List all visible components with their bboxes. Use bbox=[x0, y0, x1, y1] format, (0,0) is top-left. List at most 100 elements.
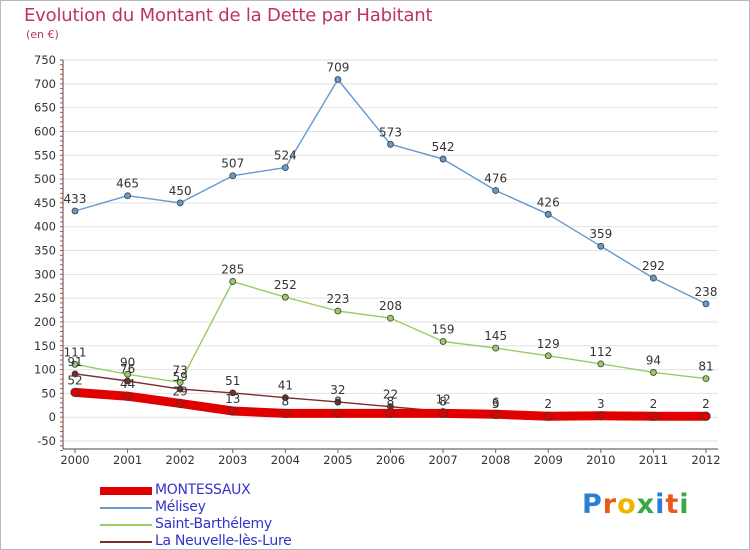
data-point-0 bbox=[438, 408, 448, 418]
legend-label-la-neuvelle: La Neuvelle-lès-Lure bbox=[155, 533, 292, 549]
data-label: 359 bbox=[589, 227, 612, 241]
data-point-1 bbox=[702, 300, 710, 308]
data-point-0 bbox=[228, 406, 238, 416]
data-point-1 bbox=[229, 172, 237, 180]
y-tick-label: 750 bbox=[34, 53, 56, 67]
data-label: 450 bbox=[169, 184, 192, 198]
data-point-1 bbox=[650, 274, 657, 282]
data-label: 129 bbox=[537, 337, 560, 351]
data-label: 238 bbox=[695, 285, 718, 299]
data-point-2 bbox=[597, 360, 605, 368]
data-point-2 bbox=[650, 369, 657, 376]
data-label: 3 bbox=[597, 397, 605, 411]
data-label: 41 bbox=[278, 379, 293, 393]
y-tick-label: 0 bbox=[49, 410, 56, 424]
logo-letter: x bbox=[636, 489, 656, 520]
data-point-1 bbox=[597, 242, 605, 250]
data-point-3 bbox=[281, 394, 289, 402]
data-label: 2 bbox=[702, 397, 710, 411]
data-label: 44 bbox=[120, 377, 135, 391]
y-tick-label: 400 bbox=[34, 220, 56, 234]
data-label: 573 bbox=[379, 125, 402, 139]
logo-letter: t bbox=[665, 489, 680, 520]
data-label: 223 bbox=[326, 292, 349, 306]
x-tick-label: 2004 bbox=[271, 453, 300, 467]
x-tick-label: 2012 bbox=[691, 453, 720, 467]
data-point-0 bbox=[596, 411, 606, 421]
data-point-1 bbox=[281, 164, 289, 172]
data-point-3 bbox=[229, 389, 237, 397]
x-tick-label: 2006 bbox=[376, 453, 405, 467]
data-point-0 bbox=[175, 398, 185, 408]
legend-swatch-montessaux bbox=[100, 487, 152, 495]
x-tick-label: 2008 bbox=[481, 453, 510, 467]
logo-letter: i bbox=[679, 489, 690, 520]
data-label: 476 bbox=[484, 171, 507, 185]
legend-label-melisey: Mélisey bbox=[155, 499, 206, 515]
data-label: 2 bbox=[650, 397, 658, 411]
legend-swatch-saint-barthelemy bbox=[100, 524, 152, 526]
data-label: 252 bbox=[274, 278, 297, 292]
legend-swatch-melisey bbox=[100, 507, 152, 509]
data-point-0 bbox=[70, 387, 80, 398]
data-point-1 bbox=[387, 140, 394, 148]
y-tick-label: 500 bbox=[34, 172, 56, 186]
data-label: 8 bbox=[334, 394, 342, 408]
data-point-3 bbox=[124, 377, 131, 385]
data-label: 32 bbox=[330, 383, 345, 397]
y-tick-label: 650 bbox=[34, 101, 56, 115]
data-point-2 bbox=[229, 278, 237, 285]
data-label: 3 bbox=[492, 397, 500, 411]
data-label: 94 bbox=[646, 353, 661, 367]
y-tick-label: 550 bbox=[34, 148, 56, 162]
x-tick-label: 2002 bbox=[166, 453, 195, 467]
logo-letter: i bbox=[655, 489, 666, 520]
data-label: 285 bbox=[221, 262, 244, 276]
data-point-0 bbox=[280, 408, 290, 418]
data-label: 709 bbox=[326, 61, 349, 75]
data-label: 524 bbox=[274, 149, 297, 163]
data-label: 208 bbox=[379, 299, 402, 313]
legend-label-saint-barthelemy: Saint-Barthélemy bbox=[155, 516, 272, 532]
data-point-2 bbox=[334, 307, 342, 315]
data-point-1 bbox=[176, 199, 184, 207]
data-label: 6 bbox=[492, 395, 500, 409]
data-label: 433 bbox=[64, 192, 87, 206]
data-point-2 bbox=[124, 370, 131, 378]
legend-label-montessaux: MONTESSAUX bbox=[155, 482, 251, 498]
data-point-2 bbox=[387, 314, 394, 322]
data-label: 112 bbox=[589, 345, 612, 359]
logo-letter: r bbox=[602, 489, 618, 520]
data-point-1 bbox=[71, 207, 79, 215]
y-tick-label: 450 bbox=[34, 196, 56, 210]
data-point-3 bbox=[334, 398, 342, 406]
logo-letter: o bbox=[617, 489, 637, 520]
data-point-2 bbox=[176, 379, 184, 386]
y-tick-label: 700 bbox=[34, 77, 56, 91]
data-label: 426 bbox=[537, 195, 560, 209]
data-point-0 bbox=[543, 411, 553, 421]
data-point-3 bbox=[71, 370, 79, 378]
x-tick-label: 2009 bbox=[534, 453, 563, 467]
data-label: 76 bbox=[120, 362, 135, 376]
x-tick-label: 2007 bbox=[428, 453, 457, 467]
chart-title: Evolution du Montant de la Dette par Hab… bbox=[24, 5, 433, 26]
data-point-0 bbox=[491, 409, 501, 419]
data-label: 8 bbox=[439, 394, 447, 408]
y-tick-label: 350 bbox=[34, 244, 56, 258]
data-label: 90 bbox=[120, 355, 135, 369]
data-label: 59 bbox=[173, 370, 188, 384]
data-label: 22 bbox=[383, 388, 398, 402]
data-label: 542 bbox=[432, 140, 455, 154]
line-chart: -50 0 50 100 150 200 250 300 350 400 450 500 550 600 6… bbox=[34, 53, 721, 467]
data-point-2 bbox=[71, 360, 79, 368]
y-tick-label: 100 bbox=[34, 363, 56, 377]
data-label: 81 bbox=[698, 360, 713, 374]
data-point-1 bbox=[544, 210, 552, 218]
data-label: 52 bbox=[67, 373, 82, 387]
y-tick-label: 300 bbox=[34, 267, 56, 281]
y-tick-label: 50 bbox=[41, 386, 56, 400]
data-label: 292 bbox=[642, 259, 665, 273]
x-tick-label: 2003 bbox=[218, 453, 247, 467]
data-point-2 bbox=[439, 338, 447, 345]
